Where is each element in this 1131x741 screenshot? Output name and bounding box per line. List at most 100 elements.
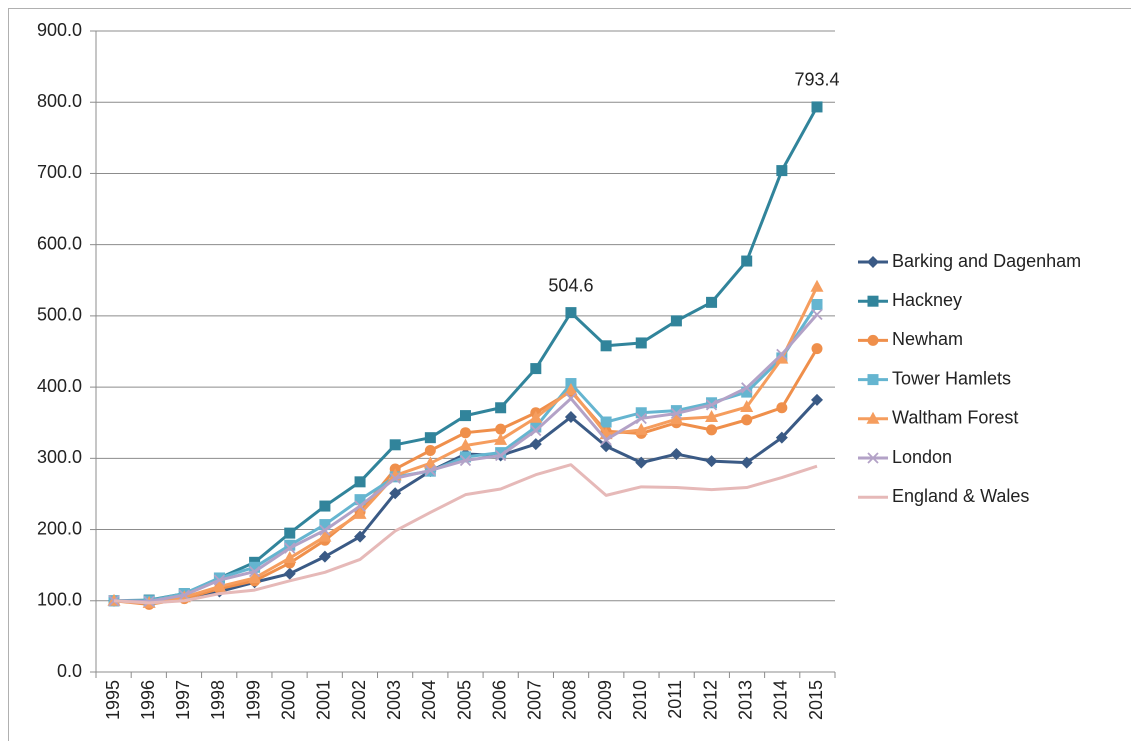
marker xyxy=(318,529,332,542)
x-tick-label: 2004 xyxy=(419,680,439,720)
chart-frame xyxy=(8,8,1131,741)
x-tick-label: 2007 xyxy=(525,680,545,720)
marker xyxy=(283,551,297,564)
marker xyxy=(670,407,683,420)
y-tick-label: 0.0 xyxy=(57,661,82,681)
marker xyxy=(635,407,647,419)
marker xyxy=(670,405,682,417)
marker xyxy=(741,414,753,426)
marker xyxy=(706,296,718,308)
marker xyxy=(776,348,788,360)
marker xyxy=(424,464,436,477)
marker xyxy=(564,411,577,424)
marker xyxy=(776,165,788,177)
marker xyxy=(706,397,718,409)
marker xyxy=(740,456,753,469)
marker xyxy=(670,315,682,327)
x-tick-label: 1997 xyxy=(173,680,193,720)
legend-marker xyxy=(867,256,879,268)
marker xyxy=(495,423,507,435)
marker xyxy=(565,392,577,405)
marker xyxy=(635,337,647,349)
y-tick-label: 700.0 xyxy=(37,162,82,182)
marker xyxy=(776,402,788,414)
series-line xyxy=(113,463,818,605)
marker xyxy=(319,519,331,531)
marker xyxy=(424,444,436,456)
marker xyxy=(354,530,367,543)
x-tick-label: 2001 xyxy=(314,680,334,720)
marker xyxy=(811,308,823,321)
marker xyxy=(775,431,788,444)
legend-marker xyxy=(867,295,879,307)
y-tick-label: 500.0 xyxy=(37,305,82,325)
data-label: 793.4 xyxy=(794,70,839,90)
y-tick-label: 100.0 xyxy=(37,590,82,610)
marker xyxy=(741,255,753,267)
marker xyxy=(634,422,648,435)
y-tick-label: 300.0 xyxy=(37,447,82,467)
marker xyxy=(284,527,296,539)
marker xyxy=(459,454,472,467)
x-tick-label: 2006 xyxy=(489,680,509,720)
marker xyxy=(810,279,824,292)
marker xyxy=(389,439,401,451)
y-tick-label: 200.0 xyxy=(37,518,82,538)
marker xyxy=(635,456,648,469)
marker xyxy=(669,412,683,425)
legend-label: England & Wales xyxy=(892,486,1029,506)
marker xyxy=(249,561,261,573)
marker xyxy=(741,382,753,394)
marker xyxy=(564,382,578,395)
y-tick-label: 900.0 xyxy=(37,20,82,40)
x-tick-label: 1998 xyxy=(208,680,228,720)
marker xyxy=(495,447,507,459)
marker xyxy=(248,570,262,583)
marker xyxy=(495,449,507,462)
marker xyxy=(354,494,366,506)
marker xyxy=(423,456,437,469)
marker xyxy=(600,434,612,446)
marker xyxy=(389,487,402,500)
marker xyxy=(635,412,647,425)
marker xyxy=(811,101,823,113)
x-tick-label: 2009 xyxy=(595,680,615,720)
marker xyxy=(811,298,823,310)
marker xyxy=(811,343,823,355)
series-line xyxy=(113,106,819,603)
x-tick-label: 2010 xyxy=(630,680,650,720)
legend-marker xyxy=(867,374,879,386)
marker xyxy=(529,410,543,423)
x-tick-label: 2011 xyxy=(665,680,685,719)
x-tick-label: 2005 xyxy=(454,680,474,720)
legend-label: Hackney xyxy=(892,290,962,310)
marker xyxy=(318,550,331,563)
x-tick-label: 2014 xyxy=(771,680,791,720)
marker xyxy=(775,351,789,364)
legend-marker xyxy=(867,452,879,464)
legend-label: Barking and Dagenham xyxy=(892,251,1081,271)
x-tick-label: 2015 xyxy=(806,680,826,720)
marker xyxy=(459,438,472,451)
marker xyxy=(178,589,190,601)
marker xyxy=(530,424,542,437)
y-tick-label: 400.0 xyxy=(37,376,82,396)
marker xyxy=(460,427,471,439)
marker xyxy=(670,448,683,461)
marker xyxy=(705,399,718,411)
x-tick-label: 1996 xyxy=(138,680,158,720)
marker xyxy=(354,500,366,512)
legend-label: Waltham Forest xyxy=(892,408,1018,428)
legend-label: Newham xyxy=(892,329,963,349)
marker xyxy=(706,424,718,436)
marker xyxy=(460,451,471,463)
y-tick-label: 600.0 xyxy=(37,233,82,253)
marker xyxy=(529,438,542,451)
marker xyxy=(353,506,367,519)
marker xyxy=(354,476,366,488)
marker xyxy=(248,565,261,578)
marker xyxy=(213,574,226,586)
marker xyxy=(319,524,331,536)
marker xyxy=(600,340,612,352)
